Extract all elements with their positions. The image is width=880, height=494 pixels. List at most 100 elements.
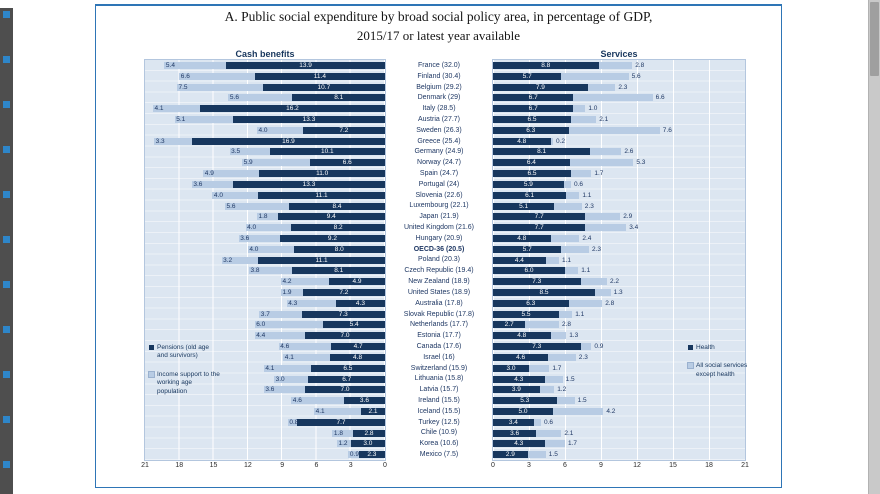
axis-tick: 3 <box>527 462 531 469</box>
other-services-value: 2.3 <box>618 83 628 91</box>
axis-tick: 18 <box>705 462 713 469</box>
country-label: Portugal (24) <box>418 180 460 188</box>
country-label: Slovenia (22.6) <box>415 191 463 199</box>
services-row: 6.5 2.1 <box>493 114 745 125</box>
services-row: 5.1 2.3 <box>493 201 745 212</box>
income-support-value: 1.8 <box>258 213 268 221</box>
country-labels-column: France (32.0) Finland (30.4) Belgium (29.2… <box>385 60 493 460</box>
health-bar: 6.7 <box>493 94 574 102</box>
services-plot-area: 8.8 2.8 5.7 5.6 7.9 2.3 6.7 6.6 6.7 1.0 6.5 2.1 6.3 7… <box>492 59 746 461</box>
country-label: Poland (20.3) <box>417 256 461 264</box>
services-row: 3.9 1.2 <box>493 384 745 395</box>
pensions-bar: 4.8 <box>330 353 385 361</box>
income-support-bar <box>228 94 293 102</box>
income-support-bar <box>257 213 278 221</box>
services-row: 8.5 1.3 <box>493 287 745 298</box>
cash-benefits-row: 6.6 5.9 <box>145 157 385 168</box>
health-bar: 2.7 <box>493 321 526 329</box>
other-services-value: 0.6 <box>544 418 554 426</box>
health-bar: 6.7 <box>493 105 574 113</box>
pensions-bar: 7.0 <box>305 332 385 340</box>
services-panel-title: Services <box>600 49 638 59</box>
other-services-value: 1.3 <box>613 289 623 297</box>
health-bar: 5.5 <box>493 310 559 318</box>
health-bar: 6.1 <box>493 191 567 199</box>
other-services-value: 5.3 <box>636 159 646 167</box>
pensions-bar: 4.7 <box>331 343 385 351</box>
other-services-value: 0.6 <box>574 180 584 188</box>
country-label: Australia (17.8) <box>415 299 463 307</box>
services-row: 6.7 1.0 <box>493 103 745 114</box>
services-row: 5.0 4.2 <box>493 406 745 417</box>
pensions-bar: 2.8 <box>353 429 385 437</box>
other-services-bar <box>566 191 580 199</box>
pensions-bar: 7.2 <box>302 126 385 134</box>
health-bar: 2.9 <box>493 451 528 459</box>
income-support-value: 5.1 <box>176 116 186 124</box>
other-services-value: 0.9 <box>594 343 604 351</box>
income-support-value: 4.1 <box>154 105 164 113</box>
legend-item-other-services: All social services except health <box>687 362 750 379</box>
pensions-bar: 11.0 <box>259 170 385 178</box>
other-services-bar <box>533 418 541 426</box>
other-services-value: 1.5 <box>577 397 587 405</box>
cash-benefits-row: 3.6 4.6 <box>145 395 385 406</box>
pensions-bar: 13.3 <box>233 180 385 188</box>
other-services-value: 6.6 <box>655 94 665 102</box>
other-services-bar <box>550 332 567 340</box>
other-services-value: 2.8 <box>635 62 645 69</box>
other-services-value: 2.8 <box>562 321 572 329</box>
other-services-bar <box>536 429 562 437</box>
health-bar: 8.5 <box>493 289 595 297</box>
legend-item-pensions: Pensions (old age and survivors) <box>149 344 221 361</box>
cash-benefits-row: 8.1 3.8 <box>145 265 385 276</box>
other-services-bar <box>539 386 555 394</box>
country-label: Sweden (26.3) <box>416 126 462 134</box>
other-services-value: 1.0 <box>588 105 598 113</box>
cash-benefits-row: 13.3 3.6 <box>145 179 385 190</box>
pensions-bar: 2.1 <box>361 407 385 415</box>
chart-title: A. Public social expenditure by broad so… <box>224 9 653 24</box>
services-row: 2.7 2.8 <box>493 319 745 330</box>
health-bar: 8.8 <box>493 62 599 69</box>
pensions-bar: 8.1 <box>292 267 385 275</box>
other-services-value: 2.8 <box>605 299 615 307</box>
pensions-bar: 11.1 <box>258 256 385 264</box>
income-support-value: 0.9 <box>349 451 359 459</box>
cash-benefits-row: 13.9 5.4 <box>145 60 385 71</box>
other-services-value: 2.9 <box>623 213 633 221</box>
scrollbar-thumb[interactable] <box>870 2 879 76</box>
vertical-scrollbar[interactable] <box>868 0 880 494</box>
services-row: 4.8 0.2 <box>493 136 745 147</box>
other-services-value: 2.6 <box>624 148 634 156</box>
other-services-value: 1.1 <box>562 256 572 264</box>
country-label: Belgium (29.2) <box>416 83 462 91</box>
health-bar: 6.0 <box>493 267 565 275</box>
pensions-bar: 11.1 <box>258 191 385 199</box>
other-services-bar <box>598 62 633 69</box>
health-bar: 5.7 <box>493 245 562 253</box>
other-services-value: 3.4 <box>629 224 639 232</box>
pensions-bar: 8.4 <box>289 202 385 210</box>
other-services-bar <box>569 159 634 167</box>
cash-benefits-row: 9.4 1.8 <box>145 211 385 222</box>
other-services-bar <box>544 375 563 383</box>
health-bar: 7.3 <box>493 343 581 351</box>
services-row: 8.1 2.6 <box>493 146 745 157</box>
income-support-value: 3.5 <box>231 148 241 156</box>
income-support-bar <box>283 353 331 361</box>
services-row: 6.3 2.8 <box>493 298 745 309</box>
income-support-bar <box>291 397 344 405</box>
income-support-bar <box>242 159 310 167</box>
pensions-bar: 4.3 <box>335 299 385 307</box>
pensions-bar: 8.0 <box>293 245 385 253</box>
other-services-bar <box>580 278 607 286</box>
pensions-bar: 7.3 <box>301 310 385 318</box>
cash-benefits-row: 8.4 5.6 <box>145 201 385 212</box>
cash-benefits-row: 4.7 4.6 <box>145 341 385 352</box>
health-bar: 3.6 <box>493 429 537 437</box>
cash-benefits-legend: Pensions (old age and survivors) Income … <box>148 344 221 406</box>
pensions-bar: 16.9 <box>191 137 385 145</box>
page-thumbnail-strip[interactable] <box>0 8 13 494</box>
income-support-bar <box>337 440 351 448</box>
